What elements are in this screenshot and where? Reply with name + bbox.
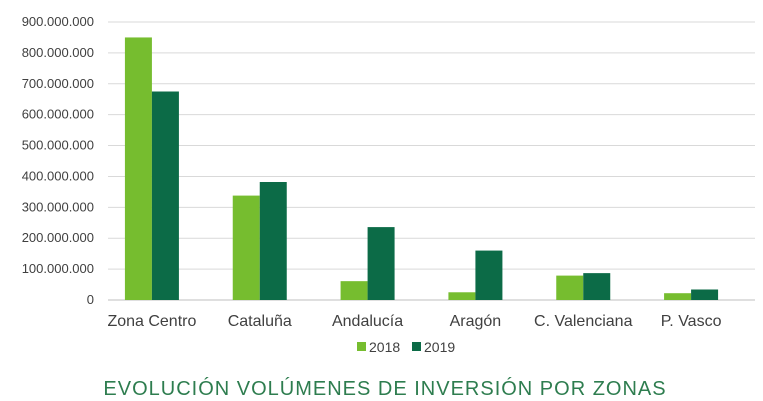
bar-2019-2 bbox=[367, 227, 395, 300]
legend-swatch-2018 bbox=[357, 342, 366, 351]
bar-2018-0 bbox=[124, 37, 152, 300]
y-tick-label: 300.000.000 bbox=[22, 199, 94, 214]
x-tick-label: Cataluña bbox=[228, 313, 292, 330]
chart-title: EVOLUCIÓN VOLÚMENES DE INVERSIÓN POR ZON… bbox=[103, 377, 666, 400]
y-tick-label: 600.000.000 bbox=[22, 107, 94, 122]
bar-2019-3 bbox=[475, 250, 503, 300]
legend: 2018 2019 bbox=[357, 339, 455, 355]
legend-label: 2019 bbox=[424, 339, 455, 355]
bar-2018-2 bbox=[340, 281, 368, 300]
bar-2018-3 bbox=[448, 292, 476, 300]
bar-2019-5 bbox=[691, 289, 719, 300]
y-tick-label: 0 bbox=[87, 292, 94, 307]
y-tick-label: 400.000.000 bbox=[22, 168, 94, 183]
y-tick-label: 100.000.000 bbox=[22, 261, 94, 276]
y-tick-label: 500.000.000 bbox=[22, 138, 94, 153]
x-tick-label: P. Vasco bbox=[661, 313, 722, 330]
grid-lines bbox=[108, 21, 755, 301]
y-tick-label: 200.000.000 bbox=[22, 230, 94, 245]
bar-2019-4 bbox=[583, 273, 611, 300]
x-tick-label: C. Valenciana bbox=[534, 313, 633, 330]
x-tick-label: Andalucía bbox=[332, 313, 403, 330]
y-tick-label: 700.000.000 bbox=[22, 76, 94, 91]
bars bbox=[124, 37, 719, 300]
bar-2018-1 bbox=[232, 195, 260, 300]
x-tick-label: Zona Centro bbox=[107, 313, 196, 330]
y-axis-ticks: 0 100.000.000 200.000.000 300.000.000 400.00… bbox=[22, 14, 94, 307]
legend-swatch-2019 bbox=[412, 342, 421, 351]
bar-2018-5 bbox=[664, 293, 692, 300]
x-axis-ticks: Zona Centro Cataluña Andalucía Aragón C. Val… bbox=[107, 313, 721, 330]
y-tick-label: 800.000.000 bbox=[22, 45, 94, 60]
bar-2019-1 bbox=[259, 182, 287, 300]
y-tick-label: 900.000.000 bbox=[22, 14, 94, 29]
bar-2018-4 bbox=[556, 275, 584, 300]
legend-label: 2018 bbox=[369, 339, 400, 355]
x-tick-label: Aragón bbox=[450, 313, 502, 330]
bar-2019-0 bbox=[151, 91, 179, 300]
